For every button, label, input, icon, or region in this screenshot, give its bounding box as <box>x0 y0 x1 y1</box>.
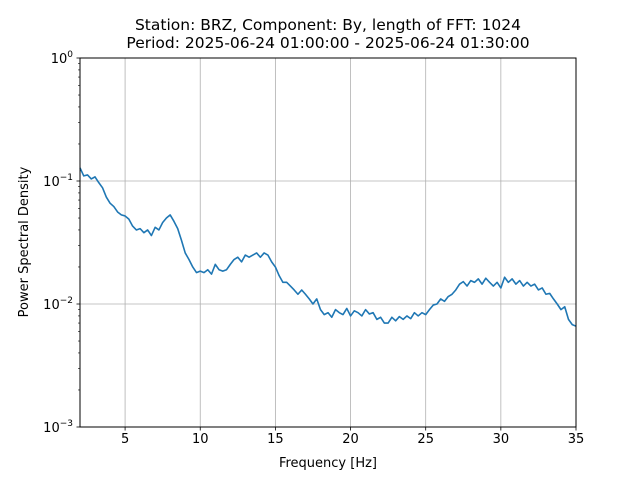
y-tick-label: 100 <box>51 50 74 67</box>
y-tick-label: 10−1 <box>43 173 73 190</box>
x-axis-ticks: 5 10 15 20 25 30 35 <box>121 427 584 447</box>
chart-title: Station: BRZ, Component: By, length of F… <box>134 16 522 34</box>
psd-series-line <box>79 167 577 327</box>
grid-lines <box>80 57 577 428</box>
y-tick-label: 10−3 <box>43 419 73 436</box>
plot-area <box>79 167 577 327</box>
x-tick-label: 5 <box>121 432 129 447</box>
y-axis-ticks: 10−3 10−2 10−1 100 <box>43 50 80 436</box>
x-tick-label: 35 <box>568 432 585 447</box>
y-tick-label: 10−2 <box>43 296 73 313</box>
axes-frame <box>79 57 577 428</box>
x-tick-label: 30 <box>493 432 510 447</box>
x-tick-label: 10 <box>192 432 209 447</box>
x-tick-label: 25 <box>417 432 434 447</box>
x-axis-label: Frequency [Hz] <box>279 456 377 471</box>
y-axis-label: Power Spectral Density <box>17 166 32 317</box>
chart-subtitle: Period: 2025-06-24 01:00:00 - 2025-06-24… <box>126 34 530 52</box>
x-tick-label: 15 <box>267 432 284 447</box>
x-tick-label: 20 <box>342 432 359 447</box>
